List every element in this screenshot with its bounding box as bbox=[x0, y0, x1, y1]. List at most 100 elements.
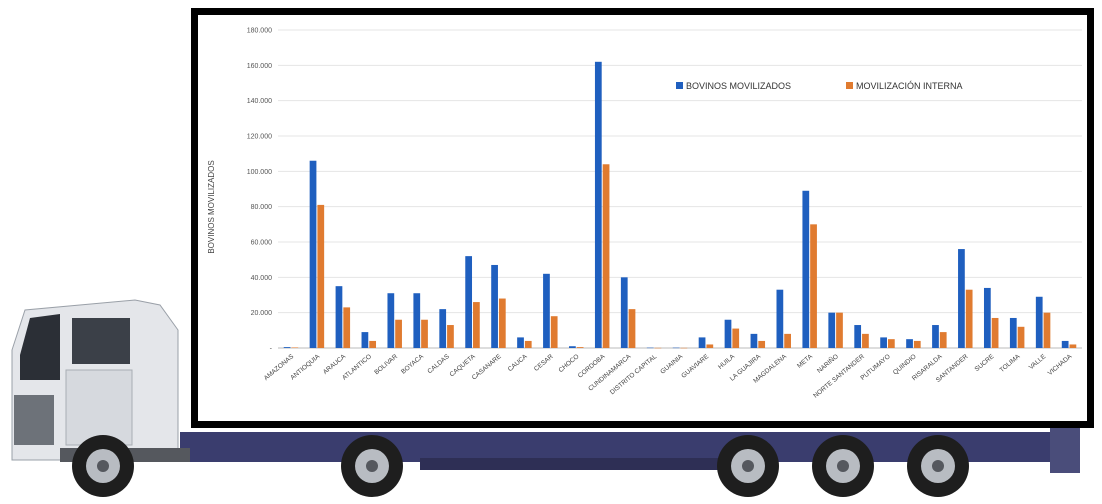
x-tick-label: HUILA bbox=[717, 353, 737, 371]
bar-movilizacion-interna bbox=[680, 347, 688, 349]
y-tick-label: 100.000 bbox=[247, 169, 272, 176]
truck-grille bbox=[14, 395, 54, 445]
bar-movilizacion-interna bbox=[1017, 326, 1025, 348]
bar-bovinos-movilizados bbox=[1009, 317, 1017, 348]
bar-bovinos-movilizados bbox=[724, 319, 732, 348]
bar-movilizacion-interna bbox=[576, 347, 584, 348]
chart-bars bbox=[283, 61, 1077, 349]
trailer-rear-bumper bbox=[1050, 428, 1080, 473]
bar-movilizacion-interna bbox=[550, 316, 558, 348]
bar-bovinos-movilizados bbox=[854, 325, 862, 348]
bar-movilizacion-interna bbox=[810, 224, 817, 348]
bar-bovinos-movilizados bbox=[880, 337, 887, 348]
x-tick-label: VALLE bbox=[1028, 353, 1048, 371]
bar-movilizacion-interna bbox=[498, 298, 506, 348]
bar-bovinos-movilizados bbox=[776, 289, 784, 348]
x-tick-label: ARAUCA bbox=[322, 353, 348, 376]
bar-bovinos-movilizados bbox=[387, 293, 395, 348]
x-tick-label: CESAR bbox=[533, 353, 555, 373]
bar-bovinos-movilizados bbox=[802, 190, 810, 348]
bar-bovinos-movilizados bbox=[439, 309, 447, 348]
bar-chart: - 20.000 40.000 60.000 80.000 100.000 120.000 1… bbox=[207, 28, 1082, 400]
x-tick-label: ANTIOQUIA bbox=[289, 353, 321, 382]
bar-movilizacion-interna bbox=[913, 340, 921, 348]
bar-movilizacion-interna bbox=[706, 344, 714, 348]
trailer-underride bbox=[420, 458, 720, 470]
bar-movilizacion-interna bbox=[343, 307, 351, 348]
cab-front-wheel bbox=[72, 435, 134, 497]
bar-bovinos-movilizados bbox=[620, 277, 628, 348]
bar-bovinos-movilizados bbox=[958, 249, 965, 348]
x-tick-label: NARIÑO bbox=[815, 352, 840, 375]
x-tick-label: CHOCO bbox=[558, 353, 581, 374]
bar-bovinos-movilizados bbox=[828, 312, 836, 348]
y-tick-label: 140.000 bbox=[247, 98, 272, 105]
bar-bovinos-movilizados bbox=[932, 325, 939, 348]
chart-frame: - 20.000 40.000 60.000 80.000 100.000 120.000 1… bbox=[191, 8, 1094, 428]
bar-bovinos-movilizados bbox=[361, 332, 369, 348]
x-tick-label: BOYACA bbox=[400, 353, 425, 376]
y-axis-label: BOVINOS MOVILIZADOS bbox=[207, 160, 216, 253]
bar-movilizacion-interna bbox=[421, 319, 428, 348]
bar-bovinos-movilizados bbox=[465, 256, 473, 348]
bar-movilizacion-interna bbox=[317, 204, 325, 348]
bar-movilizacion-interna bbox=[836, 312, 843, 348]
bar-bovinos-movilizados bbox=[983, 287, 991, 348]
bar-bovinos-movilizados bbox=[543, 273, 550, 348]
bar-movilizacion-interna bbox=[291, 347, 299, 348]
x-tick-label: GUAINIA bbox=[659, 353, 684, 376]
bar-movilizacion-interna bbox=[732, 328, 740, 348]
truck-windshield bbox=[20, 314, 60, 380]
x-tick-label: BOLIVAR bbox=[373, 353, 399, 376]
bar-movilizacion-interna bbox=[939, 332, 947, 348]
bar-movilizacion-interna bbox=[395, 319, 402, 348]
y-tick-label: - bbox=[270, 346, 273, 353]
bar-bovinos-movilizados bbox=[569, 346, 576, 348]
x-tick-label: GUAVIARE bbox=[680, 353, 710, 380]
bar-movilizacion-interna bbox=[447, 325, 454, 348]
legend-swatch-bovinos bbox=[676, 82, 683, 89]
y-tick-label: 20.000 bbox=[251, 310, 273, 317]
y-tick-label: 80.000 bbox=[251, 204, 273, 211]
bar-movilizacion-interna bbox=[784, 333, 791, 348]
y-tick-label: 160.000 bbox=[247, 63, 272, 70]
x-tick-label: CASANARE bbox=[471, 353, 503, 382]
chart-legend: BOVINOS MOVILIZADOS MOVILIZACIÓN INTERNA bbox=[676, 81, 963, 91]
bar-bovinos-movilizados bbox=[283, 347, 291, 348]
truck-door bbox=[65, 369, 133, 446]
bar-bovinos-movilizados bbox=[646, 347, 654, 349]
bar-bovinos-movilizados bbox=[1035, 296, 1043, 348]
x-tick-label: CAUCA bbox=[507, 353, 529, 373]
x-tick-label: TOLIMA bbox=[998, 353, 1021, 374]
bar-movilizacion-interna bbox=[1069, 344, 1077, 348]
bar-movilizacion-interna bbox=[602, 164, 610, 348]
bar-movilizacion-interna bbox=[1043, 312, 1051, 348]
x-tick-label: SUCRE bbox=[974, 353, 996, 373]
y-tick-label: 120.000 bbox=[247, 134, 272, 141]
bar-bovinos-movilizados bbox=[906, 339, 913, 348]
x-tick-label: CALDAS bbox=[426, 353, 451, 376]
x-tick-label: DISTRITO CAPITAL bbox=[609, 353, 659, 396]
y-tick-label: 60.000 bbox=[251, 240, 273, 247]
bar-movilizacion-interna bbox=[758, 340, 766, 348]
legend-label-bovinos: BOVINOS MOVILIZADOS bbox=[686, 81, 791, 91]
truck-side-window bbox=[72, 318, 130, 364]
bar-movilizacion-interna bbox=[524, 340, 532, 348]
y-axis-ticks: - 20.000 40.000 60.000 80.000 100.000 120.000 1… bbox=[247, 28, 273, 353]
bar-bovinos-movilizados bbox=[1061, 340, 1069, 348]
trailer-wheel-3 bbox=[907, 435, 969, 497]
bar-bovinos-movilizados bbox=[672, 347, 680, 349]
chart-gridlines bbox=[278, 29, 1082, 349]
bar-movilizacion-interna bbox=[862, 333, 869, 348]
y-tick-label: 180.000 bbox=[247, 28, 272, 35]
bar-movilizacion-interna bbox=[628, 309, 636, 348]
bar-bovinos-movilizados bbox=[491, 264, 498, 348]
x-tick-label: QUINDIO bbox=[892, 353, 918, 376]
legend-label-interna: MOVILIZACIÓN INTERNA bbox=[856, 81, 963, 91]
trailer-wheel-2 bbox=[812, 435, 874, 497]
bar-bovinos-movilizados bbox=[750, 333, 758, 348]
bar-movilizacion-interna bbox=[369, 340, 377, 348]
bar-movilizacion-interna bbox=[965, 289, 973, 348]
